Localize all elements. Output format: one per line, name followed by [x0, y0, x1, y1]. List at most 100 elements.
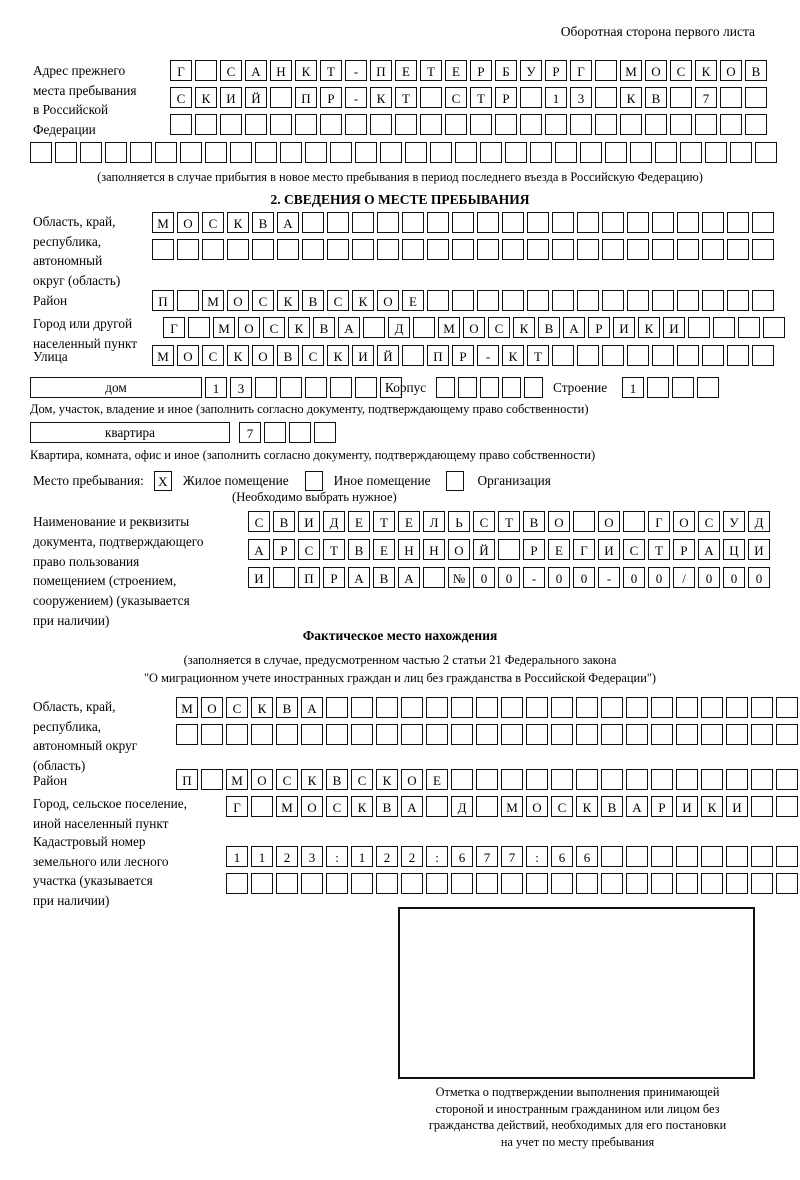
- char-cell[interactable]: [752, 345, 774, 366]
- char-cell[interactable]: [423, 567, 445, 588]
- char-cell[interactable]: [401, 873, 423, 894]
- char-cell[interactable]: [351, 697, 373, 718]
- char-cell[interactable]: [476, 697, 498, 718]
- char-cell[interactable]: Р: [320, 87, 342, 108]
- char-cell[interactable]: [720, 87, 742, 108]
- char-cell[interactable]: :: [326, 846, 348, 867]
- char-cell[interactable]: 0: [723, 567, 745, 588]
- char-cell[interactable]: С: [488, 317, 510, 338]
- char-cell[interactable]: К: [576, 796, 598, 817]
- char-cell[interactable]: С: [226, 697, 248, 718]
- char-cell[interactable]: В: [252, 212, 274, 233]
- char-cell[interactable]: У: [520, 60, 542, 81]
- char-cell[interactable]: [776, 724, 798, 745]
- char-cell[interactable]: О: [201, 697, 223, 718]
- char-cell[interactable]: К: [277, 290, 299, 311]
- char-cell[interactable]: [676, 724, 698, 745]
- char-cell[interactable]: [470, 114, 492, 135]
- char-cell[interactable]: [623, 511, 645, 532]
- char-cell[interactable]: О: [177, 345, 199, 366]
- char-cell[interactable]: Р: [323, 567, 345, 588]
- char-cell[interactable]: :: [426, 846, 448, 867]
- char-cell[interactable]: [526, 873, 548, 894]
- char-cell[interactable]: Е: [395, 60, 417, 81]
- char-cell[interactable]: [452, 212, 474, 233]
- char-cell[interactable]: [552, 290, 574, 311]
- char-cell[interactable]: [655, 142, 677, 163]
- char-cell[interactable]: 0: [698, 567, 720, 588]
- char-cell[interactable]: [227, 239, 249, 260]
- char-cell[interactable]: [552, 345, 574, 366]
- char-cell[interactable]: [645, 114, 667, 135]
- char-cell[interactable]: [524, 377, 543, 398]
- char-cell[interactable]: П: [298, 567, 320, 588]
- char-cell[interactable]: Л: [423, 511, 445, 532]
- char-cell[interactable]: Т: [320, 60, 342, 81]
- char-cell[interactable]: Д: [451, 796, 473, 817]
- char-cell[interactable]: С: [276, 769, 298, 790]
- char-cell[interactable]: [726, 724, 748, 745]
- char-cell[interactable]: Д: [323, 511, 345, 532]
- char-cell[interactable]: [520, 87, 542, 108]
- char-cell[interactable]: 0: [473, 567, 495, 588]
- char-cell[interactable]: [302, 212, 324, 233]
- char-cell[interactable]: [605, 142, 627, 163]
- char-cell[interactable]: С: [170, 87, 192, 108]
- char-cell[interactable]: Р: [495, 87, 517, 108]
- char-cell[interactable]: [573, 511, 595, 532]
- char-cell[interactable]: [502, 290, 524, 311]
- char-cell[interactable]: [502, 239, 524, 260]
- char-cell[interactable]: [601, 769, 623, 790]
- char-cell[interactable]: [402, 239, 424, 260]
- char-cell[interactable]: 3: [301, 846, 323, 867]
- char-cell[interactable]: [670, 87, 692, 108]
- char-cell[interactable]: [726, 846, 748, 867]
- char-cell[interactable]: [301, 873, 323, 894]
- char-cell[interactable]: [576, 873, 598, 894]
- char-cell[interactable]: [501, 769, 523, 790]
- char-cell[interactable]: [436, 377, 455, 398]
- char-cell[interactable]: [527, 212, 549, 233]
- char-cell[interactable]: Й: [473, 539, 495, 560]
- char-cell[interactable]: 1: [251, 846, 273, 867]
- char-cell[interactable]: [177, 290, 199, 311]
- char-cell[interactable]: [555, 142, 577, 163]
- char-cell[interactable]: 0: [623, 567, 645, 588]
- char-cell[interactable]: Й: [245, 87, 267, 108]
- char-cell[interactable]: [776, 769, 798, 790]
- char-cell[interactable]: И: [598, 539, 620, 560]
- char-cell[interactable]: [401, 724, 423, 745]
- char-cell[interactable]: М: [226, 769, 248, 790]
- checkbox-organization[interactable]: [446, 471, 465, 492]
- char-cell[interactable]: К: [513, 317, 535, 338]
- char-cell[interactable]: [480, 142, 502, 163]
- char-cell[interactable]: 0: [648, 567, 670, 588]
- char-cell[interactable]: [527, 290, 549, 311]
- char-cell[interactable]: [652, 212, 674, 233]
- char-cell[interactable]: [627, 239, 649, 260]
- char-cell[interactable]: Е: [426, 769, 448, 790]
- char-cell[interactable]: [755, 142, 777, 163]
- char-cell[interactable]: О: [238, 317, 260, 338]
- char-cell[interactable]: [452, 290, 474, 311]
- char-cell[interactable]: К: [695, 60, 717, 81]
- char-cell[interactable]: И: [248, 567, 270, 588]
- prev-address-row[interactable]: [170, 114, 767, 135]
- char-cell[interactable]: [480, 377, 499, 398]
- char-cell[interactable]: [427, 239, 449, 260]
- char-cell[interactable]: [380, 377, 402, 398]
- korpus-cells[interactable]: [436, 377, 543, 398]
- char-cell[interactable]: Г: [170, 60, 192, 81]
- char-cell[interactable]: [552, 212, 574, 233]
- char-cell[interactable]: П: [152, 290, 174, 311]
- char-cell[interactable]: [776, 873, 798, 894]
- char-cell[interactable]: [601, 846, 623, 867]
- char-cell[interactable]: 1: [226, 846, 248, 867]
- char-cell[interactable]: [301, 724, 323, 745]
- char-cell[interactable]: [251, 796, 273, 817]
- char-cell[interactable]: [330, 142, 352, 163]
- char-cell[interactable]: В: [276, 697, 298, 718]
- char-cell[interactable]: [702, 345, 724, 366]
- char-cell[interactable]: [545, 114, 567, 135]
